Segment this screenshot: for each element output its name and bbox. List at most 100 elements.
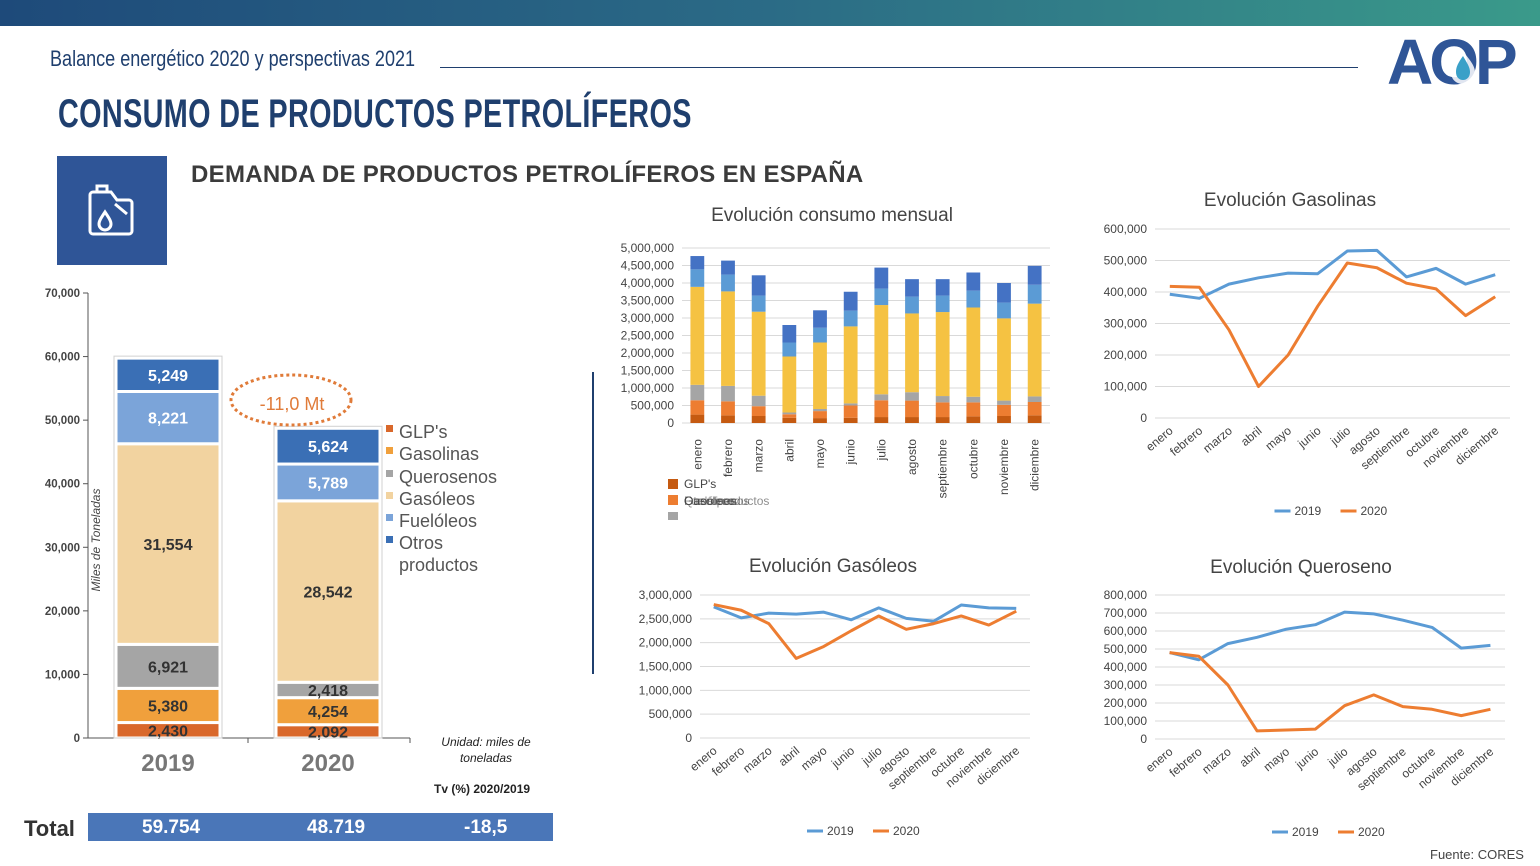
bar-segment: [1027, 396, 1042, 402]
bar-data-label: 8,221: [148, 411, 188, 428]
bar-segment: [813, 411, 827, 419]
bar-segment: [114, 442, 222, 646]
top-gradient-bar: [0, 0, 1540, 26]
x-tick-label: mayo: [813, 439, 827, 469]
legend-label: 2020: [893, 824, 920, 838]
bar-segment: [905, 296, 919, 314]
annotation-text: -11,0 Mt: [260, 394, 325, 414]
legend-swatch: [668, 479, 678, 489]
y-tick-label: 10,000: [45, 669, 80, 681]
x-tick-label: abril: [782, 439, 796, 462]
y-tick-label: 1,500,000: [639, 660, 693, 674]
x-tick-label: enero: [690, 439, 704, 470]
y-tick-label: 600,000: [1104, 222, 1148, 236]
y-tick-label: 2,500,000: [621, 329, 675, 343]
x-tick-label: febrero: [721, 439, 735, 477]
bar-segment: [843, 326, 858, 404]
y-tick-label: 5,000,000: [621, 241, 675, 255]
bar-segment: [813, 409, 827, 412]
y-tick-label: 3,000,000: [621, 311, 675, 325]
section-title: DEMANDA DE PRODUCTOS PETROLÍFEROS EN ESP…: [191, 161, 864, 188]
legend-label: Otros productos: [684, 494, 769, 508]
bar-segment: [935, 279, 950, 296]
presentation-subtitle: Balance energético 2020 y perspectivas 2…: [50, 46, 416, 71]
source-note: Fuente: CORES: [1430, 847, 1524, 862]
legend-label: Gasolinas: [684, 494, 737, 508]
bar-segment: [966, 402, 981, 417]
total-variation: -18,5: [464, 817, 508, 838]
bar-data-label: 2,092: [308, 724, 348, 741]
bar-segment: [997, 404, 1011, 416]
aop-logo-text: AOP: [1387, 30, 1516, 88]
x-tick-label: marzo: [1199, 744, 1234, 776]
bar-segment: [905, 313, 919, 393]
bar-segment: [905, 417, 919, 423]
y-tick-label: 30,000: [45, 542, 80, 554]
bar-outline: [273, 425, 383, 739]
bar-data-label: 4,254: [308, 704, 348, 721]
drop-inner: [1456, 56, 1470, 80]
bar-segment: [997, 318, 1011, 401]
bar-segment: [782, 412, 797, 415]
bar-segment: [997, 283, 1011, 303]
aop-logo: AOP: [1387, 30, 1520, 88]
x-category-label: 2020: [301, 750, 354, 777]
y-tick-label: 40,000: [45, 479, 80, 491]
bar-segment: [114, 686, 222, 725]
y-tick-label: 60,000: [45, 352, 80, 364]
bar-segment: [782, 325, 797, 343]
series-line-2020: [1169, 651, 1491, 733]
x-tick-label: marzo: [1200, 423, 1235, 455]
legend-label: Fuelóleos: [684, 494, 736, 508]
legend-label: 2019: [827, 824, 854, 838]
y-tick-label: 2,500,000: [639, 612, 693, 626]
page-title: CONSUMO DE PRODUCTOS PETROLÍFEROS: [58, 92, 692, 136]
y-tick-label: 0: [74, 733, 80, 745]
legend-label: 2020: [1361, 504, 1388, 518]
bar-segment: [874, 305, 889, 395]
y-tick-label: 3,000,000: [639, 588, 693, 602]
series-line-2019: [1169, 610, 1491, 662]
x-tick-label: septiembre: [936, 439, 950, 499]
y-tick-label: 200,000: [1104, 348, 1148, 362]
bar-segment: [1027, 402, 1042, 416]
unit-note: Unidad: miles de toneladas: [441, 735, 531, 765]
bar-segment: [782, 342, 797, 357]
x-tick-label: mayo: [798, 743, 830, 773]
legend-label: Otros: [399, 533, 443, 553]
bar-data-label: 5,624: [308, 439, 348, 456]
bar-segment: [905, 392, 919, 401]
annotation-ellipse: [229, 373, 353, 427]
bar-segment: [966, 396, 981, 403]
y-tick-label: 500,000: [631, 399, 675, 413]
bar-segment: [690, 286, 705, 385]
bar-segment: [935, 402, 950, 418]
y-tick-label: 100,000: [1104, 714, 1148, 728]
bar-outline: [113, 355, 223, 739]
bar-data-label: 5,380: [148, 698, 188, 715]
x-category-label: 2019: [141, 750, 194, 777]
bar-segment: [1027, 284, 1042, 304]
bar-segment: [997, 416, 1011, 423]
legend-label: Querosenos: [684, 494, 749, 508]
x-tick-label: febrero: [1167, 744, 1205, 779]
y-tick-label: 800,000: [1104, 588, 1148, 602]
legend-swatch: [386, 536, 393, 543]
bar-segment: [274, 499, 382, 684]
bar-segment: [843, 405, 858, 418]
y-tick-label: 20,000: [45, 606, 80, 618]
x-tick-label: junio: [844, 439, 858, 466]
bar-segment: [274, 462, 382, 503]
fuel-can-icon: [88, 184, 134, 236]
bar-segment: [813, 310, 827, 328]
bar-segment: [874, 400, 889, 418]
total-2019: 59.754: [142, 817, 201, 838]
subtitle-rule: [440, 67, 1358, 68]
x-tick-label: abril: [1237, 745, 1263, 770]
legend-label: Querosenos: [399, 467, 497, 487]
y-tick-label: 500,000: [649, 707, 693, 721]
bar-segment: [274, 426, 382, 466]
bar-data-label: 31,554: [144, 537, 193, 554]
bar-data-label: 6,921: [148, 659, 188, 676]
x-tick-label: julio: [874, 439, 888, 462]
